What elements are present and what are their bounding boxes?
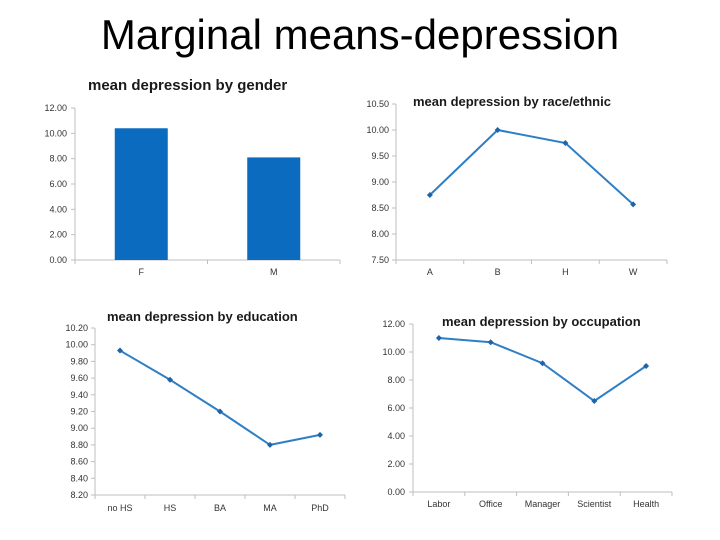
y-tick-label-gender: 6.00 — [49, 179, 67, 189]
data-point-education — [217, 408, 223, 415]
y-tick-label-race: 8.50 — [371, 203, 389, 213]
y-tick-label-gender: 12.00 — [44, 103, 67, 113]
chart-title-education: mean depression by education — [107, 309, 298, 324]
data-point-education — [117, 347, 123, 354]
x-tick-label-gender: F — [139, 267, 145, 277]
slide-title: Marginal means-depression — [100, 11, 620, 58]
x-tick-label-race: A — [427, 267, 433, 277]
data-point-occupation — [591, 398, 598, 404]
y-tick-label-education: 9.40 — [70, 390, 88, 400]
y-tick-label-gender: 2.00 — [49, 230, 67, 240]
series-line-race — [429, 128, 634, 206]
y-tick-label-race: 9.00 — [371, 177, 389, 187]
y-tick-label-race: 8.00 — [371, 229, 389, 239]
y-tick-label-gender: 0.00 — [49, 255, 67, 265]
y-tick-label-education: 8.80 — [70, 440, 88, 450]
chart-title-race: mean depression by race/ethnic — [413, 94, 611, 109]
y-tick-label-gender: 10.00 — [44, 128, 67, 138]
y-tick-label-education: 8.60 — [70, 457, 88, 467]
y-tick-label-education: 9.20 — [70, 407, 88, 417]
y-tick-label-education: 8.40 — [70, 473, 88, 483]
series-line-occupation — [438, 337, 647, 403]
data-point-race — [562, 140, 569, 146]
x-tick-label-occupation: Scientist — [577, 499, 612, 509]
x-tick-label-gender: M — [270, 267, 278, 277]
y-tick-label-gender: 4.00 — [49, 204, 67, 214]
x-tick-label-education: HS — [164, 503, 177, 513]
y-tick-label-education: 10.20 — [65, 323, 88, 333]
chart-title-occupation: mean depression by occupation — [442, 314, 641, 329]
data-point-occupation — [435, 335, 442, 341]
y-tick-label-occupation: 8.00 — [387, 375, 405, 385]
y-tick-label-occupation: 0.00 — [387, 487, 405, 497]
x-tick-label-race: B — [495, 267, 501, 277]
x-tick-label-race: H — [562, 267, 569, 277]
y-tick-label-race: 10.50 — [366, 99, 389, 109]
data-point-race — [426, 192, 433, 198]
y-tick-label-occupation: 2.00 — [387, 459, 405, 469]
y-tick-label-gender: 8.00 — [49, 154, 67, 164]
y-tick-label-education: 9.80 — [70, 356, 88, 366]
data-point-race — [494, 127, 501, 133]
x-tick-label-race: W — [629, 267, 638, 277]
x-tick-label-occupation: Health — [633, 499, 659, 509]
y-tick-label-occupation: 12.00 — [382, 319, 405, 329]
y-tick-label-occupation: 4.00 — [387, 431, 405, 441]
y-tick-label-education: 9.00 — [70, 423, 88, 433]
data-point-occupation — [643, 363, 650, 369]
data-point-education — [317, 431, 323, 438]
y-tick-label-race: 9.50 — [371, 151, 389, 161]
data-point-education — [267, 441, 273, 448]
data-point-occupation — [487, 339, 494, 346]
data-point-occupation — [539, 360, 546, 367]
x-tick-label-occupation: Labor — [427, 499, 450, 509]
x-tick-label-occupation: Office — [479, 499, 502, 509]
data-point-education — [167, 376, 173, 383]
y-tick-label-education: 9.60 — [70, 373, 88, 383]
y-tick-label-education: 8.20 — [70, 490, 88, 500]
y-tick-label-race: 7.50 — [371, 255, 389, 265]
y-tick-label-race: 10.00 — [366, 125, 389, 135]
x-tick-label-education: PhD — [311, 503, 329, 513]
chart-title-gender: mean depression by gender — [88, 77, 287, 94]
y-tick-label-occupation: 10.00 — [382, 347, 405, 357]
x-tick-label-education: no HS — [107, 503, 132, 513]
data-point-race — [630, 201, 637, 208]
bar-gender-f — [114, 128, 168, 260]
x-tick-label-education: BA — [214, 503, 226, 513]
x-tick-label-education: MA — [263, 503, 277, 513]
y-tick-label-education: 10.00 — [65, 340, 88, 350]
x-tick-label-occupation: Manager — [525, 499, 561, 509]
y-tick-label-occupation: 6.00 — [387, 403, 405, 413]
bar-gender-m — [247, 157, 301, 260]
